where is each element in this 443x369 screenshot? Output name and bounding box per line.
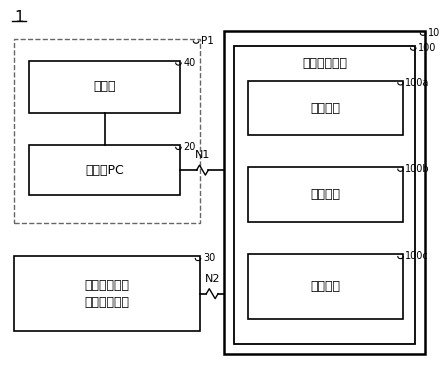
Bar: [14, 256, 200, 331]
Text: 100c: 100c: [405, 251, 429, 262]
Text: 30: 30: [203, 254, 215, 263]
Bar: [29, 61, 180, 113]
Text: 100: 100: [418, 43, 436, 53]
Bar: [248, 255, 403, 319]
Bar: [29, 145, 180, 195]
Text: 存储单元: 存储单元: [310, 280, 340, 293]
Bar: [225, 31, 425, 354]
Text: 综合评估单元: 综合评估单元: [302, 58, 347, 70]
Text: 客户端PC: 客户端PC: [85, 163, 124, 177]
Text: 100b: 100b: [405, 164, 430, 174]
Bar: [248, 81, 403, 135]
Text: 处理单元: 处理单元: [310, 188, 340, 201]
Text: 接收单元: 接收单元: [310, 101, 340, 115]
Text: 10: 10: [428, 28, 440, 38]
Text: N2: N2: [205, 274, 220, 284]
Text: 100a: 100a: [405, 78, 430, 88]
Bar: [234, 46, 415, 344]
Text: N1: N1: [195, 150, 210, 160]
Text: 20: 20: [183, 142, 196, 152]
Bar: [248, 167, 403, 222]
Text: 移动终端设备
（智能手机）: 移动终端设备 （智能手机）: [85, 279, 129, 309]
Text: P1: P1: [201, 36, 214, 46]
Text: 40: 40: [183, 58, 196, 68]
Bar: [14, 39, 200, 223]
Text: 1: 1: [14, 10, 24, 25]
Text: 脑磁图: 脑磁图: [93, 80, 116, 93]
